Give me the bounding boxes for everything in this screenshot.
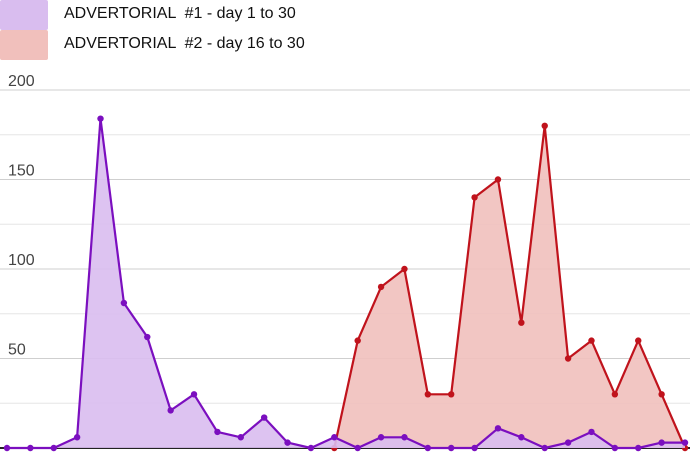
data-point-s2-x21	[471, 194, 478, 201]
series-area-2	[334, 125, 685, 449]
data-point-s1-x2	[27, 444, 34, 452]
data-point-s1-x16	[354, 444, 361, 452]
data-point-s1-x19	[424, 444, 432, 452]
data-point-s1-x12	[260, 414, 268, 421]
data-point-s2-x16	[354, 337, 361, 344]
y-tick-label-200: 200	[8, 73, 35, 90]
data-point-s2-x24	[541, 122, 548, 129]
legend-label-advertorial-2: ADVERTORIAL #2 - day 16 to 30	[64, 35, 305, 52]
data-point-s2-x27	[611, 391, 619, 398]
data-point-s1-x26	[588, 428, 595, 436]
data-point-s1-x9	[190, 391, 198, 398]
y-tick-label-100: 100	[8, 252, 35, 269]
legend-item-advertorial-2[interactable]: ADVERTORIAL #2 - day 16 to 30	[0, 30, 600, 60]
data-point-s1-x1	[3, 444, 11, 452]
series-line-1	[7, 117, 685, 450]
data-point-s1-x28	[635, 444, 642, 452]
data-point-s1-x27	[611, 444, 619, 452]
data-point-s1-x29	[658, 439, 665, 446]
data-point-s2-x23	[518, 319, 525, 326]
data-point-s2-x29	[658, 391, 665, 398]
data-point-s2-x18	[401, 265, 408, 273]
data-point-s1-x23	[518, 434, 525, 441]
data-point-s1-x20	[448, 444, 455, 452]
data-point-s1-x13	[284, 439, 291, 446]
data-point-s1-x17	[377, 434, 385, 441]
data-point-s2-x28	[635, 337, 642, 344]
legend-label-advertorial-1: ADVERTORIAL #1 - day 1 to 30	[64, 5, 296, 22]
data-point-s2-x17	[377, 283, 385, 291]
data-point-s2-x22	[494, 176, 502, 183]
data-point-s1-x4	[73, 434, 81, 441]
data-point-s1-x3	[50, 444, 57, 452]
data-point-s1-x14	[307, 444, 315, 452]
data-point-s1-x11	[237, 434, 244, 441]
data-point-s2-x19	[424, 391, 432, 398]
data-point-s1-x21	[471, 444, 478, 452]
data-point-s1-x8	[167, 407, 174, 414]
data-point-s1-x15	[331, 434, 338, 441]
data-point-s1-x7	[144, 333, 151, 341]
data-point-s1-x10	[214, 428, 221, 436]
data-point-s1-x6	[120, 299, 128, 307]
data-point-s2-x20	[448, 391, 455, 398]
data-point-s2-x26	[588, 337, 595, 344]
y-tick-label-150: 150	[8, 163, 35, 180]
series-line-2	[333, 124, 687, 449]
data-point-s1-x24	[541, 444, 548, 452]
legend: ADVERTORIAL #1 - day 1 to 30 ADVERTORIAL…	[0, 0, 690, 70]
data-point-s1-x18	[401, 434, 408, 441]
legend-swatch-advertorial-1	[0, 0, 48, 30]
data-point-s1-x30	[681, 439, 689, 446]
y-tick-label-50: 50	[8, 342, 26, 359]
data-point-s1-x22	[494, 425, 502, 432]
legend-swatch-advertorial-2	[0, 30, 48, 60]
legend-item-advertorial-1[interactable]: ADVERTORIAL #1 - day 1 to 30	[0, 0, 600, 30]
data-point-s1-x25	[564, 439, 572, 446]
data-point-s1-x5	[97, 115, 104, 122]
data-point-s2-x25	[564, 355, 572, 362]
